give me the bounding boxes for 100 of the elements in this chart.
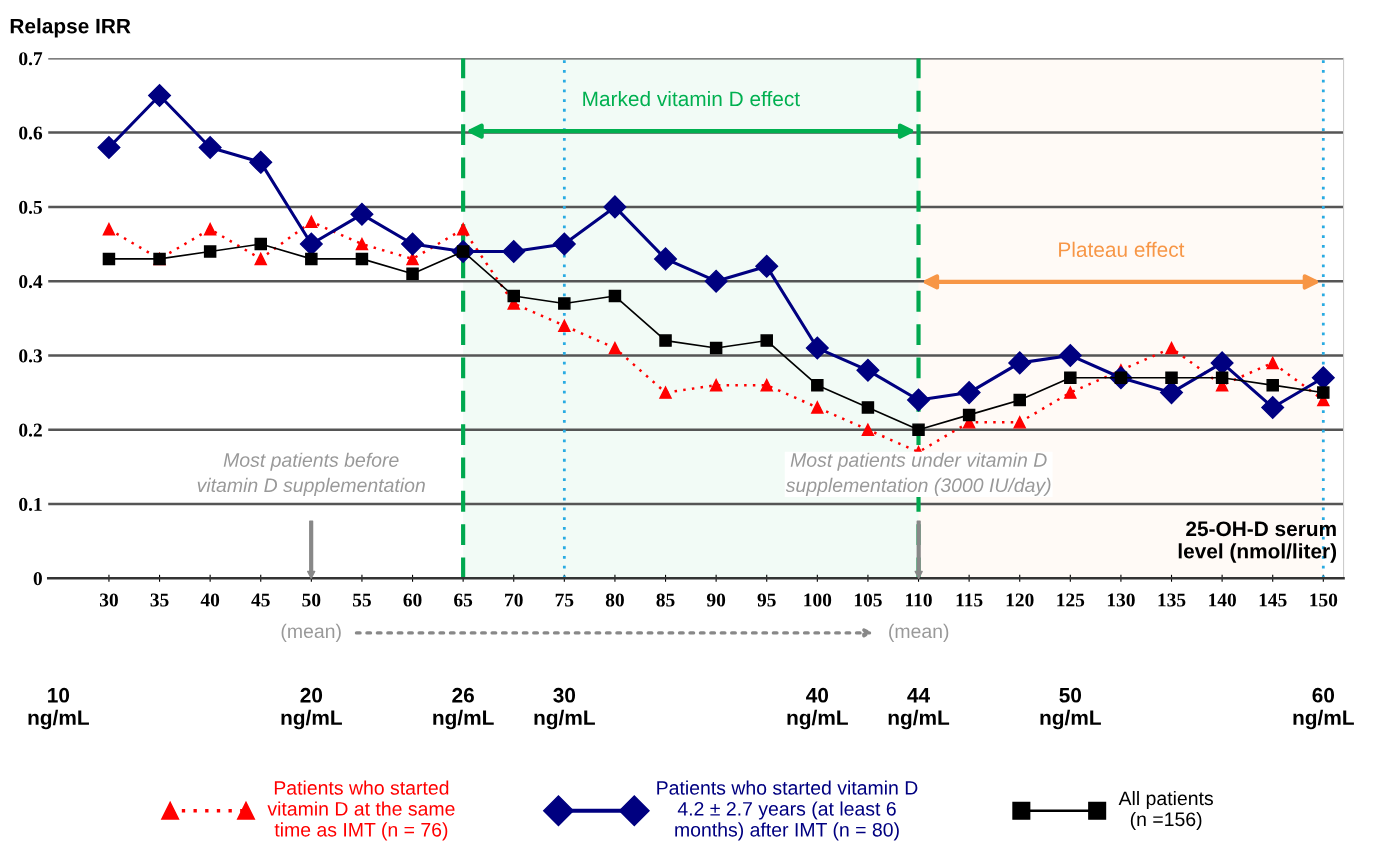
point: [350, 202, 374, 226]
point: [406, 252, 419, 266]
point: [249, 150, 273, 174]
legend-label: Patients who started vitamin D 4.2 ± 2.7 years (at least 6 months) after IMT (n = 80): [657, 780, 918, 841]
y-axis-title: Relapse IRR: [10, 18, 131, 38]
x-tick-label: 70: [505, 593, 523, 607]
point: [755, 254, 779, 278]
point: [760, 334, 773, 347]
point: [659, 386, 672, 399]
point: [305, 215, 318, 229]
point: [507, 289, 520, 303]
x-tick-label: 30: [99, 593, 118, 607]
x-tick-label: 115: [956, 593, 983, 607]
annotation: Most patients under vitamin D supplementation (3000 IU/day): [785, 452, 1051, 496]
y-tick-label: 0.7: [19, 52, 43, 66]
x-tick-label: 135: [1158, 593, 1186, 607]
legend-label: Patients who started vitamin D at the same time as IMT (n = 76): [267, 780, 455, 841]
point: [608, 289, 622, 303]
point: [148, 83, 172, 107]
x-tick-label: 100: [804, 593, 832, 607]
point: [203, 245, 217, 258]
point: [805, 336, 829, 360]
point: [603, 195, 627, 219]
point: [1064, 371, 1077, 384]
y-tick-label: 0.2: [19, 423, 42, 437]
x-tick-label: 85: [656, 593, 675, 607]
y-tick-label: 0.3: [19, 349, 43, 363]
x2-tick-label: 20 ng/mL: [281, 687, 342, 730]
point: [1317, 386, 1330, 399]
point: [1266, 378, 1279, 392]
x-tick-label: 65: [454, 593, 473, 607]
point: [305, 252, 318, 266]
point: [502, 239, 526, 263]
x-tick-label: 45: [251, 593, 270, 607]
point: [102, 252, 116, 266]
point: [861, 401, 875, 414]
point: [1215, 371, 1229, 384]
x2-tick-label: 60 ng/mL: [1293, 687, 1354, 730]
point: [962, 408, 976, 422]
point: [401, 232, 425, 256]
x-tick-label: 105: [854, 593, 882, 607]
text: (mean): [281, 623, 341, 642]
x-tick-label: 95: [757, 593, 776, 607]
annotation: Most patients before vitamin D supplementation: [197, 452, 425, 496]
x2-tick-label: 26 ng/mL: [433, 687, 494, 730]
point: [254, 237, 267, 251]
x-tick-label: 145: [1259, 593, 1287, 607]
y-tick-label: 0.4: [19, 274, 43, 289]
point: [912, 423, 925, 436]
point: [1013, 416, 1026, 429]
point: [709, 378, 723, 392]
point: [1261, 395, 1285, 419]
x-tick-label: 55: [353, 593, 371, 607]
point: [355, 237, 369, 251]
point: [1064, 386, 1077, 399]
y-tick-label: 0: [33, 572, 42, 586]
legend-label: All patients (n =156): [1118, 790, 1213, 831]
point: [1058, 343, 1082, 367]
x-tick-label: 150: [1310, 593, 1338, 607]
x-tick-label: 50: [302, 593, 321, 607]
point: [1160, 381, 1184, 405]
point: [1165, 341, 1178, 355]
point: [198, 135, 222, 159]
x-tick-label: 60: [403, 593, 422, 607]
text: (mean): [889, 623, 949, 642]
x2-tick-label: 30 ng/mL: [534, 687, 595, 730]
point: [355, 252, 369, 266]
point: [811, 378, 824, 392]
band-label: Marked vitamin D effect: [583, 90, 800, 107]
point: [856, 358, 880, 382]
point: [1013, 393, 1026, 407]
y-tick-label: 0.1: [19, 497, 42, 512]
point: [704, 269, 728, 293]
x-tick-label: 130: [1107, 593, 1135, 607]
x-tick-label: 40: [200, 593, 220, 607]
point: [1165, 371, 1178, 384]
point: [861, 423, 875, 436]
x-tick-label: 140: [1209, 593, 1236, 607]
x-tick-label: 80: [605, 593, 624, 607]
x-tick-label: 35: [150, 593, 169, 607]
point: [608, 341, 622, 355]
point: [299, 232, 323, 256]
point: [760, 378, 773, 392]
x2-tick-label: 10 ng/mL: [28, 687, 89, 730]
point: [659, 334, 672, 347]
y-tick-label: 0.5: [19, 200, 42, 214]
point: [456, 222, 470, 236]
x-axis-title: 25-OH-D serum level (nmol/liter): [1178, 521, 1337, 563]
y-tick-label: 0.6: [19, 126, 43, 140]
point: [102, 222, 116, 236]
point: [558, 319, 571, 332]
point: [709, 341, 723, 355]
x2-tick-label: 44 ng/mL: [888, 688, 950, 730]
point: [957, 381, 981, 405]
point: [907, 388, 931, 412]
point: [654, 247, 678, 271]
x-tick-label: 120: [1006, 593, 1034, 607]
x-tick-label: 125: [1057, 593, 1085, 607]
x-tick-label: 110: [906, 593, 932, 607]
point: [1008, 351, 1032, 375]
